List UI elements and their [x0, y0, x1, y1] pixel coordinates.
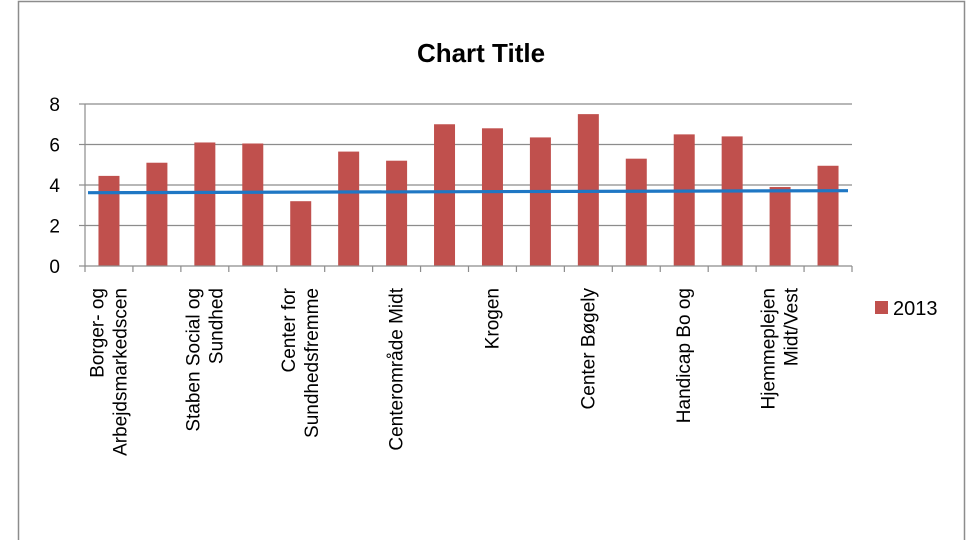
x-axis-labels: Borger- og Arbejdsmarkedscen Staben Social…: [87, 287, 802, 456]
x-category-label: Borger- og Arbejdsmarkedscen: [87, 288, 131, 456]
x-category-label-line: Center for: [279, 287, 300, 372]
x-category-label: Staben Social og Sundhed: [183, 288, 227, 432]
bar: [194, 142, 216, 266]
bar: [434, 124, 456, 266]
legend-swatch: [875, 301, 888, 314]
x-category-label-line: Midt/Vest: [782, 287, 803, 366]
x-category-label-line: Hjemmeplejen: [759, 288, 780, 409]
bar: [242, 143, 264, 266]
bar: [529, 137, 551, 266]
x-category-label-line: Arbejdsmarkedscen: [110, 288, 131, 456]
x-category-label: Handicap Bo og: [674, 288, 695, 423]
y-tick-label: 6: [49, 136, 60, 157]
bar: [146, 162, 168, 266]
x-category-label: Center for Sundhedsfremme: [279, 287, 323, 438]
bar: [817, 165, 839, 266]
bar: [673, 134, 695, 266]
reference-line-group: [87, 189, 849, 195]
x-category-label: Centerområde Midt: [387, 287, 408, 450]
x-category-label: Hjemmeplejen Midt/Vest: [759, 287, 803, 409]
x-category-label-line: Staben Social og: [183, 288, 204, 432]
legend-label: 2013: [893, 298, 938, 320]
x-category-label-line: Borger- og: [87, 288, 108, 378]
y-tick-label: 8: [49, 95, 60, 116]
bar: [481, 128, 503, 266]
x-category-label-line: Center Bøgely: [578, 288, 599, 410]
bar: [290, 201, 312, 266]
bar: [769, 187, 791, 266]
chart-border: [17, 0, 966, 540]
y-tick-label: 0: [49, 257, 60, 278]
bar: [98, 175, 120, 266]
reference-line: [87, 189, 849, 195]
bar: [338, 151, 360, 266]
x-category-label: Krogen: [482, 288, 503, 349]
bar-series: [98, 114, 839, 266]
x-category-label-line: Krogen: [482, 288, 503, 349]
legend: 2013: [875, 298, 938, 320]
y-axis-ticks: 0 2 4 6 8: [49, 95, 85, 278]
x-category-label-line: Handicap Bo og: [674, 288, 695, 423]
bar: [625, 158, 647, 266]
y-tick-label: 2: [49, 217, 60, 238]
chart-title: Chart Title: [417, 38, 545, 68]
x-category-label-line: Sundhed: [206, 288, 227, 364]
x-category-label-line: Centerområde Midt: [387, 287, 408, 450]
bar: [386, 160, 408, 266]
y-tick-label: 4: [49, 176, 60, 197]
x-category-label: Center Bøgely: [578, 288, 599, 410]
bar: [721, 136, 743, 266]
x-category-label-line: Sundhedsfremme: [302, 288, 323, 438]
